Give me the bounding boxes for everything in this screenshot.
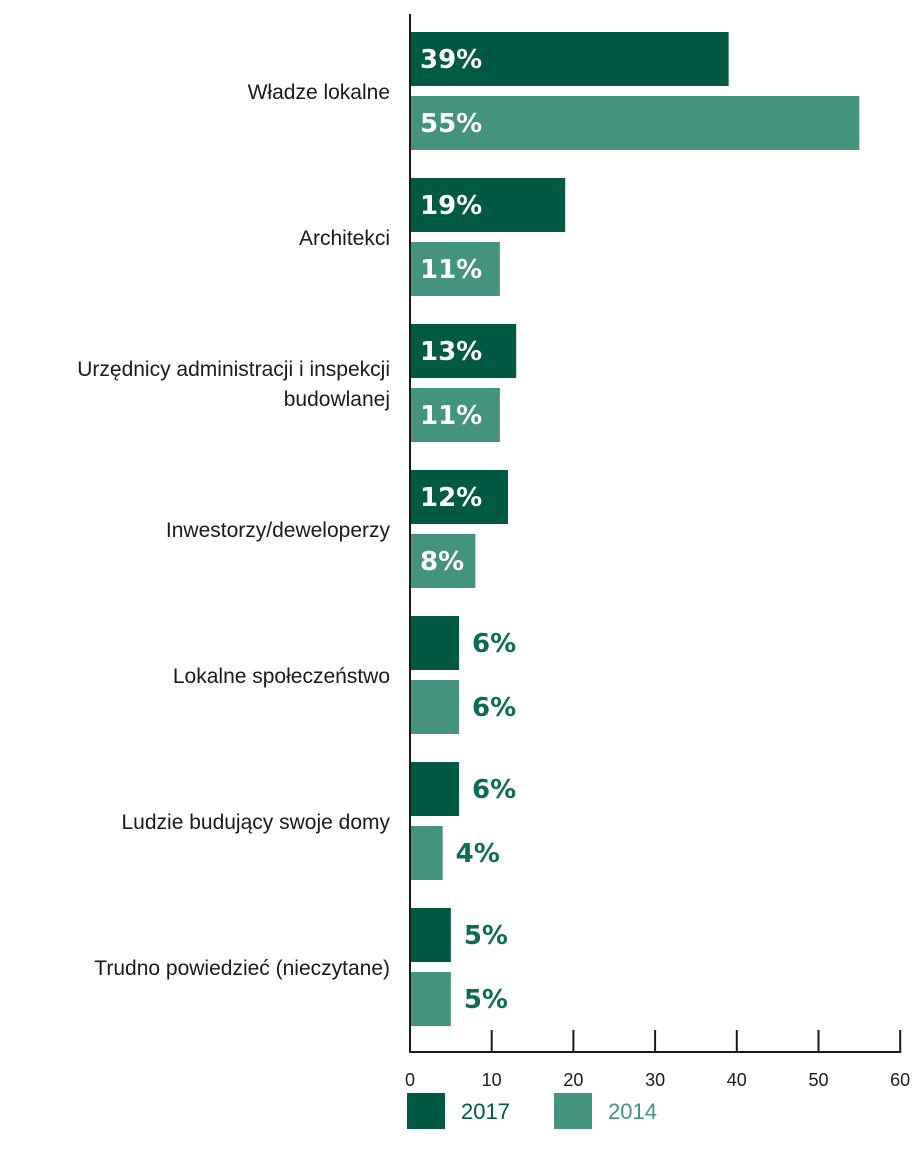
value-labels: 39% 55% 19% 11% 13% 11% 12% 8% 6% 6% 6% 4% 5% 5% bbox=[420, 45, 516, 1015]
data-label: 11% bbox=[420, 401, 482, 431]
legend-swatch-2014 bbox=[554, 1093, 592, 1129]
x-tick-label: 10 bbox=[482, 1070, 502, 1090]
category-label: Władze lokalne bbox=[248, 81, 390, 104]
data-label: 5% bbox=[464, 985, 508, 1015]
bars bbox=[410, 32, 860, 1026]
x-tick-label: 30 bbox=[645, 1070, 665, 1090]
x-axis: 0 10 20 30 40 50 60 bbox=[405, 14, 910, 1090]
bar-2014 bbox=[410, 680, 460, 734]
data-label: 6% bbox=[472, 775, 516, 805]
data-label: 6% bbox=[472, 693, 516, 723]
category-label: Ludzie budujący swoje domy bbox=[122, 811, 391, 834]
bar-2017 bbox=[410, 324, 517, 378]
category-labels: Władze lokalne Architekci Urzędnicy admini… bbox=[77, 81, 390, 980]
data-label: 6% bbox=[472, 629, 516, 659]
data-label: 8% bbox=[420, 547, 464, 577]
bar-2017 bbox=[410, 908, 451, 962]
category-label: Lokalne społeczeństwo bbox=[173, 665, 390, 688]
legend-label-2014: 2014 bbox=[608, 1099, 657, 1124]
x-tick-label: 50 bbox=[808, 1070, 828, 1090]
x-tick-label: 60 bbox=[890, 1070, 910, 1090]
category-label: Architekci bbox=[299, 227, 390, 250]
data-label: 4% bbox=[456, 839, 500, 869]
bar-2017 bbox=[410, 470, 509, 524]
bar-2017 bbox=[410, 32, 729, 86]
category-label: Urzędnicy administracji i inspekcji budow… bbox=[77, 358, 390, 411]
bar-2014 bbox=[410, 388, 500, 442]
bar-2017 bbox=[410, 178, 566, 232]
x-tick-label: 20 bbox=[563, 1070, 583, 1090]
bar-2014 bbox=[410, 534, 476, 588]
data-label: 55% bbox=[420, 109, 482, 139]
bar-2017 bbox=[410, 762, 460, 816]
legend-label-2017: 2017 bbox=[461, 1099, 510, 1124]
data-label: 19% bbox=[420, 191, 482, 221]
bar-2014 bbox=[410, 96, 860, 150]
bar-2014 bbox=[410, 972, 451, 1026]
legend: 2017 2014 bbox=[407, 1093, 657, 1129]
legend-swatch-2017 bbox=[407, 1093, 445, 1129]
data-label: 5% bbox=[464, 921, 508, 951]
bar-2014 bbox=[410, 826, 443, 880]
bar-2014 bbox=[410, 242, 500, 296]
x-tick-label: 40 bbox=[727, 1070, 747, 1090]
category-label: Inwestorzy/deweloperzy bbox=[166, 519, 391, 542]
data-label: 11% bbox=[420, 255, 482, 285]
category-label: Trudno powiedzieć (nieczytane) bbox=[94, 957, 390, 980]
bar-2017 bbox=[410, 616, 460, 670]
data-label: 39% bbox=[420, 45, 482, 75]
data-label: 12% bbox=[420, 483, 482, 513]
data-label: 13% bbox=[420, 337, 482, 367]
x-tick-label: 0 bbox=[405, 1070, 415, 1090]
